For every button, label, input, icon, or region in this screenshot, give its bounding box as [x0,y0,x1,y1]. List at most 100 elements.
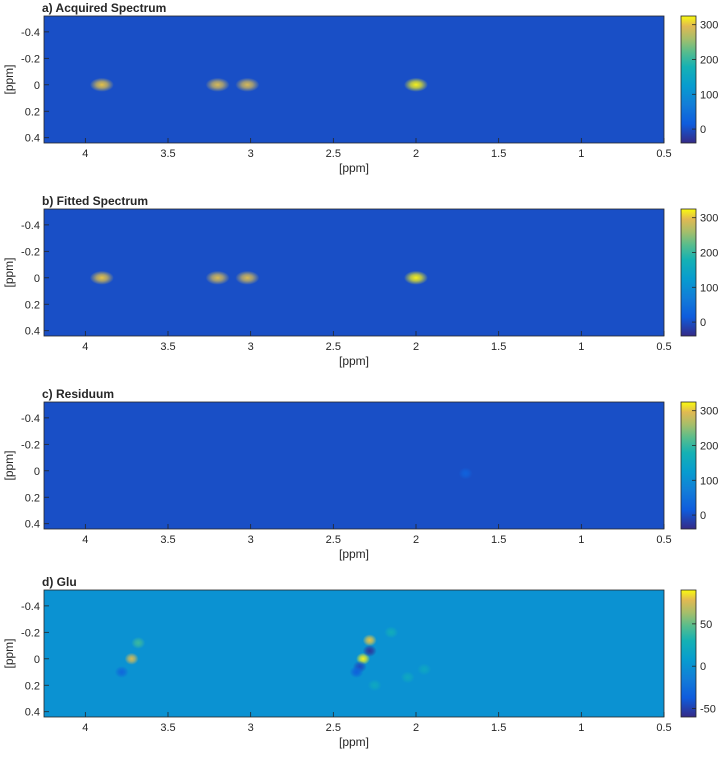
x-tick-label: 1 [578,722,584,734]
subplot-title: b) Fitted Spectrum [42,194,148,208]
x-tick-label: 2.5 [326,534,341,546]
colorbar-tick-label: 0 [700,510,706,522]
x-tick-label: 3.5 [160,341,175,353]
y-tick-label: 0.4 [25,519,40,531]
y-tick-label: -0.4 [21,220,40,232]
x-tick-label: 1.5 [491,341,506,353]
colorbar-tick-label: 200 [700,54,718,66]
x-tick-label: 4 [82,534,88,546]
heatmap-background [44,590,664,717]
heatmap-peak [205,77,230,92]
subplot-1: 4 3.5 3 2.5 2 1.5 1 0.5 -0.4 -0.2 0 0.2 0.4 a) Acquir… [2,1,718,175]
x-tick-label: 1 [578,534,584,546]
x-tick-label: 3.5 [160,148,175,160]
colorbar-tick-label: 0 [700,661,706,673]
heatmap-peaks [114,626,432,692]
heatmap-peak [131,636,146,649]
y-tick-label: 0.4 [25,133,40,145]
y-tick-label: -0.2 [21,439,40,451]
x-tick-label: 1 [578,148,584,160]
colorbar-tick-label: 50 [700,619,712,631]
colorbar [680,401,697,530]
y-tick-label: 0.4 [25,326,40,338]
colorbar [680,15,697,144]
colorbar [680,589,697,718]
y-tick-label: -0.4 [21,27,40,39]
y-tick-label: 0.2 [25,299,40,311]
heatmap-background [44,402,664,529]
y-tick-label: 0.2 [25,106,40,118]
x-tick-label: 1.5 [491,534,506,546]
x-tick-label: 1.5 [491,148,506,160]
x-tick-label: 1.5 [491,722,506,734]
colorbar-tick-label: 0 [700,124,706,136]
heatmap-peak [89,270,114,285]
x-tick-label: 4 [82,722,88,734]
x-tick-label: 3 [248,722,254,734]
x-tick-label: 0.5 [656,534,671,546]
x-tick-label: 2 [413,722,419,734]
y-tick-label: 0 [34,80,40,92]
x-tick-label: 0.5 [656,341,671,353]
x-tick-label: 4 [82,148,88,160]
heatmap-peak [458,467,473,480]
heatmap-peak [205,270,230,285]
plot-frame [43,15,665,144]
heatmap-peaks [89,77,428,92]
y-tick-label: 0.4 [25,707,40,719]
colorbar-tick-label: 200 [700,247,718,259]
colorbar-tick-label: 300 [700,213,718,225]
heatmap-peak [417,663,432,676]
y-tick-label: 0 [34,466,40,478]
heatmap-peak [114,666,129,679]
heatmap-peak [89,77,114,92]
subplot-4: 4 3.5 3 2.5 2 1.5 1 0.5 -0.4 -0.2 0 0.2 0.4 d) Glu [pp… [2,575,716,749]
heatmap-peak [349,666,364,679]
colorbar-tick-label: -50 [700,704,716,716]
y-tick-label: 0.2 [25,492,40,504]
x-axis-label: [ppm] [339,354,369,368]
heatmap-peak [235,270,260,285]
x-tick-label: 3 [248,341,254,353]
y-tick-label: -0.2 [21,53,40,65]
y-axis-label: [ppm] [2,450,16,480]
x-tick-label: 1 [578,341,584,353]
plot-frame [43,401,665,530]
heatmap-peak [400,671,415,684]
y-tick-label: -0.4 [21,601,40,613]
heatmap-peak [404,77,428,92]
y-axis-label: [ppm] [2,638,16,668]
subplot-3: 4 3.5 3 2.5 2 1.5 1 0.5 -0.4 -0.2 0 0.2 0.4 c) Residu… [2,387,718,561]
heatmap-peak [362,634,377,647]
x-axis-label: [ppm] [339,161,369,175]
x-tick-label: 2 [413,534,419,546]
x-tick-label: 2 [413,148,419,160]
colorbar-tick-label: 100 [700,475,718,487]
x-axis-label: [ppm] [339,547,369,561]
heatmap-peak [124,652,139,665]
colorbar-tick-label: 100 [700,89,718,101]
y-tick-label: -0.2 [21,246,40,258]
x-tick-label: 2.5 [326,341,341,353]
x-tick-label: 3 [248,148,254,160]
x-tick-label: 4 [82,341,88,353]
x-tick-label: 0.5 [656,148,671,160]
y-axis-label: [ppm] [2,64,16,94]
heatmap-background [44,16,664,143]
x-tick-label: 2.5 [326,148,341,160]
y-tick-label: -0.2 [21,627,40,639]
x-tick-label: 3 [248,534,254,546]
y-tick-label: -0.4 [21,413,40,425]
plot-frame [43,589,665,718]
y-axis-label: [ppm] [2,257,16,287]
x-tick-label: 2.5 [326,722,341,734]
heatmap-background [44,209,664,336]
colorbar-tick-label: 300 [700,406,718,418]
subplot-title: c) Residuum [42,387,114,401]
subplot-2: 4 3.5 3 2.5 2 1.5 1 0.5 -0.4 -0.2 0 0.2 0.4 b) Fitted… [2,194,718,368]
heatmap-peak [362,644,377,657]
colorbar-tick-label: 100 [700,282,718,294]
heatmap-peak [235,77,260,92]
subplot-title: a) Acquired Spectrum [42,1,166,15]
